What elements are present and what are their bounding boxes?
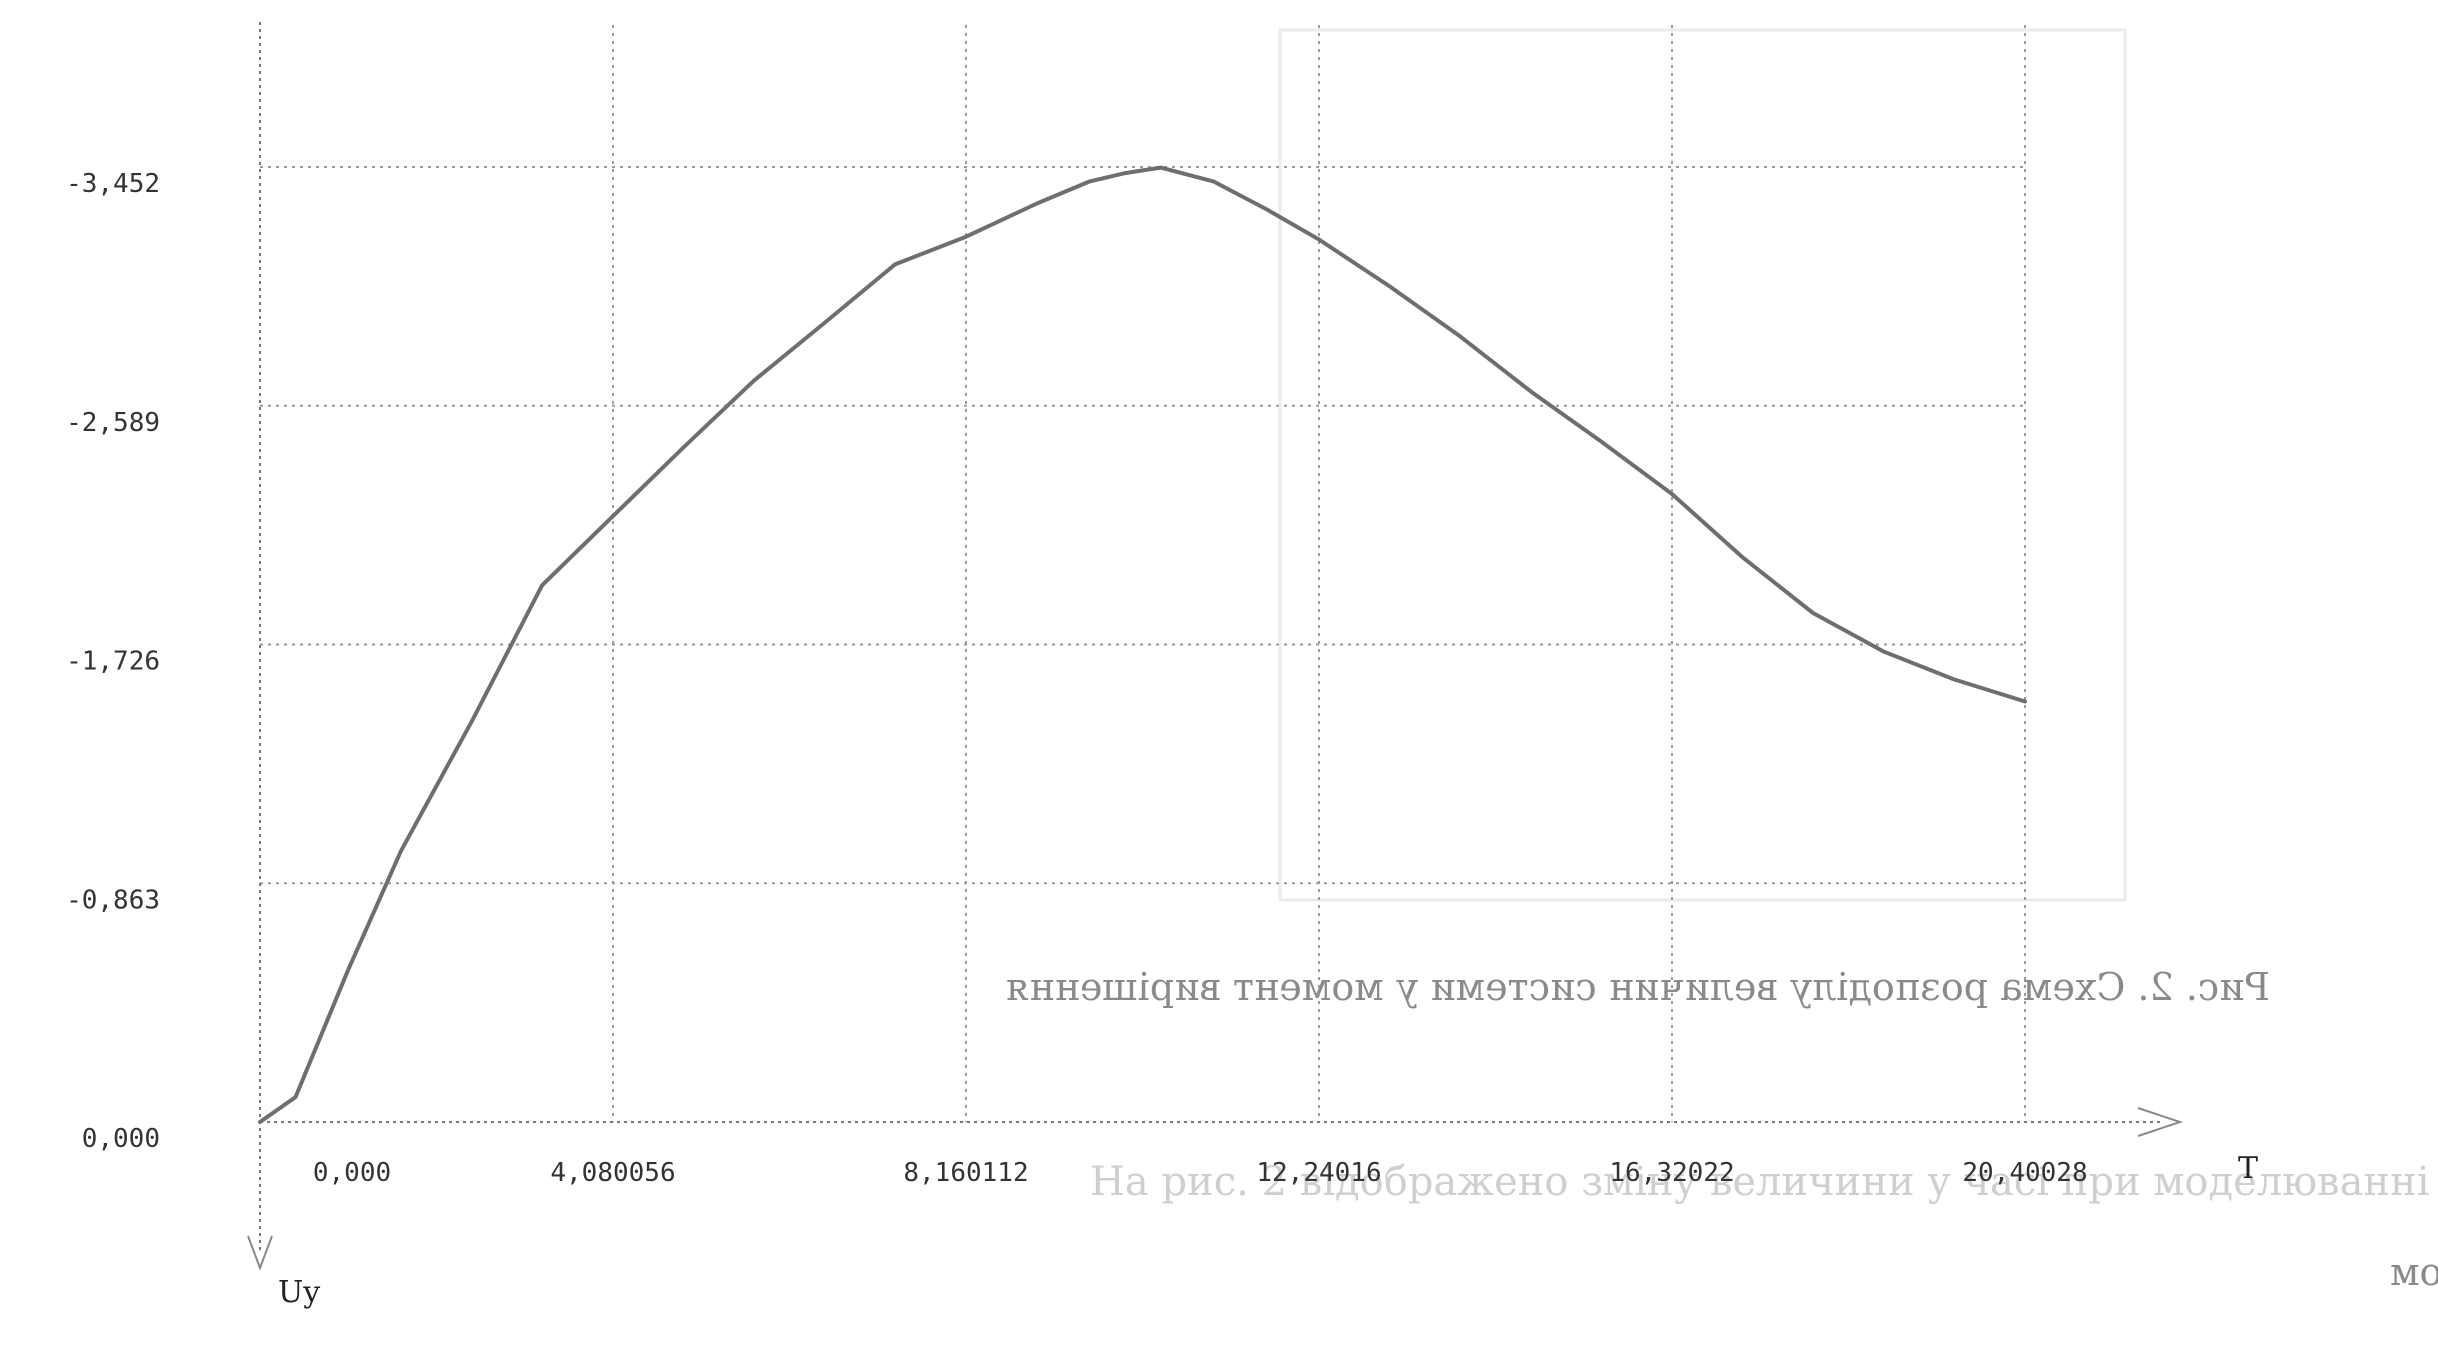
y-tick-label: 0,000 [82,1124,160,1154]
bleed-line-3: може дорівнювати 6 сек. [2390,1250,2438,1294]
x-axis-arrow [2137,1107,2184,1137]
axes [247,22,2184,1271]
x-tick-label: 20,40028 [1962,1158,2087,1188]
y-axis-label: Uy [278,1275,320,1310]
bleed-caption: Рис. 2. Схема розподілу величин системи … [1005,965,2270,1009]
x-tick-label: 16,32022 [1609,1158,1734,1188]
series-layer [258,165,2027,1124]
x-tick-label: 12,24016 [1256,1158,1381,1188]
grid [260,25,2026,1122]
y-tick-label: -3,452 [66,169,160,199]
y-axis-arrow [247,1235,273,1271]
bleed-line-2: На рис. 2 відображено зміну величини у ч… [1090,1159,2430,1205]
y-tick-label: -1,726 [66,647,160,677]
x-tick-label: 8,160112 [903,1158,1028,1188]
bleed-box [1278,28,2127,902]
x-axis-label: T [2238,1151,2258,1186]
bleed-through-layer: Рис. 2. Схема розподілу величин системи … [1005,28,2438,1294]
y-tick-label: -2,589 [66,408,160,438]
x-tick-label: 0,000 [313,1158,391,1188]
y-tick-label: -0,863 [66,885,160,915]
series-line [258,165,2027,1124]
x-tick-label: 4,080056 [550,1158,675,1188]
tick-labels: 0,000 4,080056 8,160112 12,24016 16,32022 20,… [66,169,2088,1188]
